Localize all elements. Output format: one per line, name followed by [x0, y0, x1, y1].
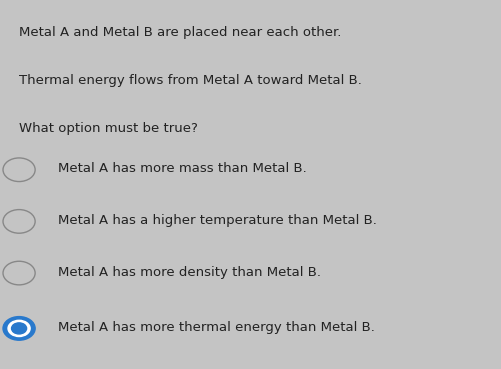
Text: Thermal energy flows from Metal A toward Metal B.: Thermal energy flows from Metal A toward… [19, 74, 361, 87]
Text: Metal A has more thermal energy than Metal B.: Metal A has more thermal energy than Met… [58, 321, 374, 334]
Text: Metal A and Metal B are placed near each other.: Metal A and Metal B are placed near each… [19, 26, 341, 39]
Text: Metal A has a higher temperature than Metal B.: Metal A has a higher temperature than Me… [58, 214, 376, 227]
Circle shape [3, 317, 35, 340]
Circle shape [12, 323, 27, 334]
Circle shape [8, 320, 30, 337]
Text: Metal A has more mass than Metal B.: Metal A has more mass than Metal B. [58, 162, 306, 175]
Text: Metal A has more density than Metal B.: Metal A has more density than Metal B. [58, 266, 320, 279]
Text: What option must be true?: What option must be true? [19, 122, 197, 135]
